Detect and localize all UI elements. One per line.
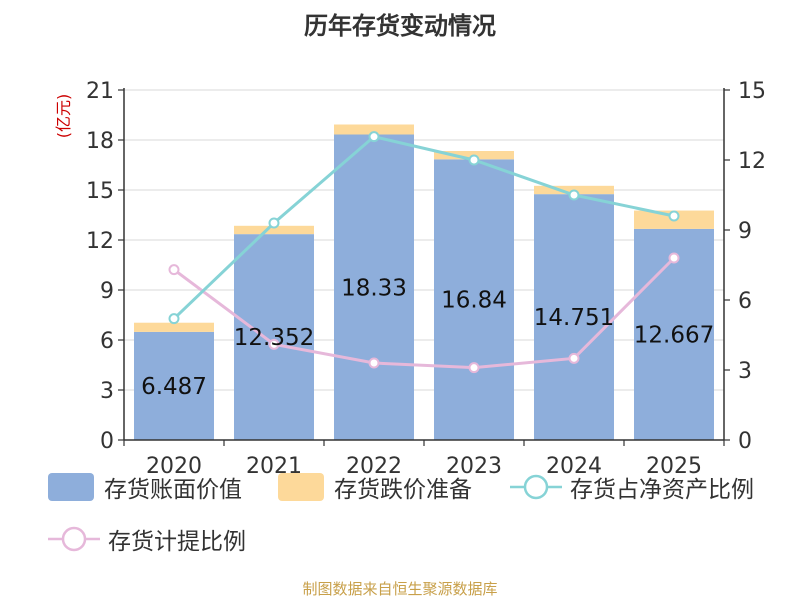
x-tick-label: 2024: [546, 454, 602, 479]
x-tick-label: 2025: [646, 454, 702, 479]
y-tick-label-right: 6: [738, 289, 752, 314]
bar-data-label: 12.352: [234, 325, 314, 351]
legend-label-provision-ratio: 存货计提比例: [108, 529, 246, 555]
y-tick-label-right: 0: [738, 429, 752, 454]
y-tick-label-left: 6: [100, 329, 114, 354]
x-tick-label: 2022: [346, 454, 402, 479]
chart-title: 历年存货变动情况: [304, 12, 496, 40]
bar-book-value: [534, 194, 614, 440]
bar-impairment: [334, 124, 414, 135]
y-tick-label-left: 0: [100, 429, 114, 454]
y-tick-label-left: 12: [86, 229, 114, 254]
y-tick-label-left: 9: [100, 279, 114, 304]
bar-data-label: 14.751: [534, 305, 614, 331]
bar-book-value: [334, 134, 414, 440]
provision-ratio-point: [168, 264, 180, 276]
legend-item-provision-ratio[interactable]: 存货计提比例: [48, 522, 246, 556]
bar-data-label: 16.84: [441, 288, 507, 314]
net-asset-ratio-point: [568, 189, 580, 201]
bar-data-label: 18.33: [341, 275, 407, 301]
legend-item-book-value[interactable]: 存货账面价值: [48, 470, 242, 504]
bar-book-value: [634, 228, 714, 440]
net-asset-ratio-point: [368, 131, 380, 143]
net-asset-ratio-point: [668, 210, 680, 222]
legend-swatch-impairment: [278, 473, 324, 501]
legend-label-book-value: 存货账面价值: [104, 477, 242, 503]
y-tick-label-left: 3: [100, 379, 114, 404]
provision-ratio-point: [268, 338, 280, 350]
y-tick-label-left: 15: [86, 179, 114, 204]
bar-impairment: [234, 225, 314, 235]
bar-data-label: 12.667: [634, 322, 714, 348]
net-asset-ratio-line: [172, 135, 675, 320]
net-asset-ratio-point: [468, 154, 480, 166]
provision-ratio-point: [568, 352, 580, 364]
y-tick-label-right: 9: [738, 219, 752, 244]
net-asset-ratio-point: [268, 217, 280, 229]
x-tick-label: 2023: [446, 454, 502, 479]
legend-swatch-net-asset-ratio: [510, 474, 562, 500]
y-tick-label-left: 18: [86, 129, 114, 154]
y-tick-label-left: 21: [86, 79, 114, 104]
provision-ratio-line: [173, 256, 676, 370]
bar-book-value: [434, 159, 514, 441]
bar-data-label: 6.487: [141, 374, 207, 400]
legend-swatch-provision-ratio: [48, 526, 100, 552]
x-tick-label: 2020: [146, 454, 202, 479]
bar-book-value: [134, 331, 214, 440]
provision-ratio-point: [468, 362, 480, 374]
net-asset-ratio-point: [168, 313, 180, 325]
legend-item-impairment[interactable]: 存货跌价准备: [278, 470, 472, 504]
legend-item-net-asset-ratio[interactable]: 存货占净资产比例: [510, 470, 754, 504]
y-tick-label-right: 3: [738, 359, 752, 384]
legend-label-impairment: 存货跌价准备: [334, 477, 472, 503]
data-source-note: 制图数据来自恒生聚源数据库: [302, 580, 498, 598]
bar-book-value: [234, 234, 314, 440]
provision-ratio-point: [668, 252, 680, 264]
legend-label-net-asset-ratio: 存货占净资产比例: [570, 477, 754, 503]
y-axis-unit-label: (亿元): [54, 94, 73, 139]
y-tick-label-right: 12: [738, 149, 766, 174]
provision-ratio-point: [368, 357, 380, 369]
y-tick-label-right: 15: [738, 79, 766, 104]
legend-swatch-book-value: [48, 473, 94, 501]
bar-impairment: [134, 322, 214, 332]
